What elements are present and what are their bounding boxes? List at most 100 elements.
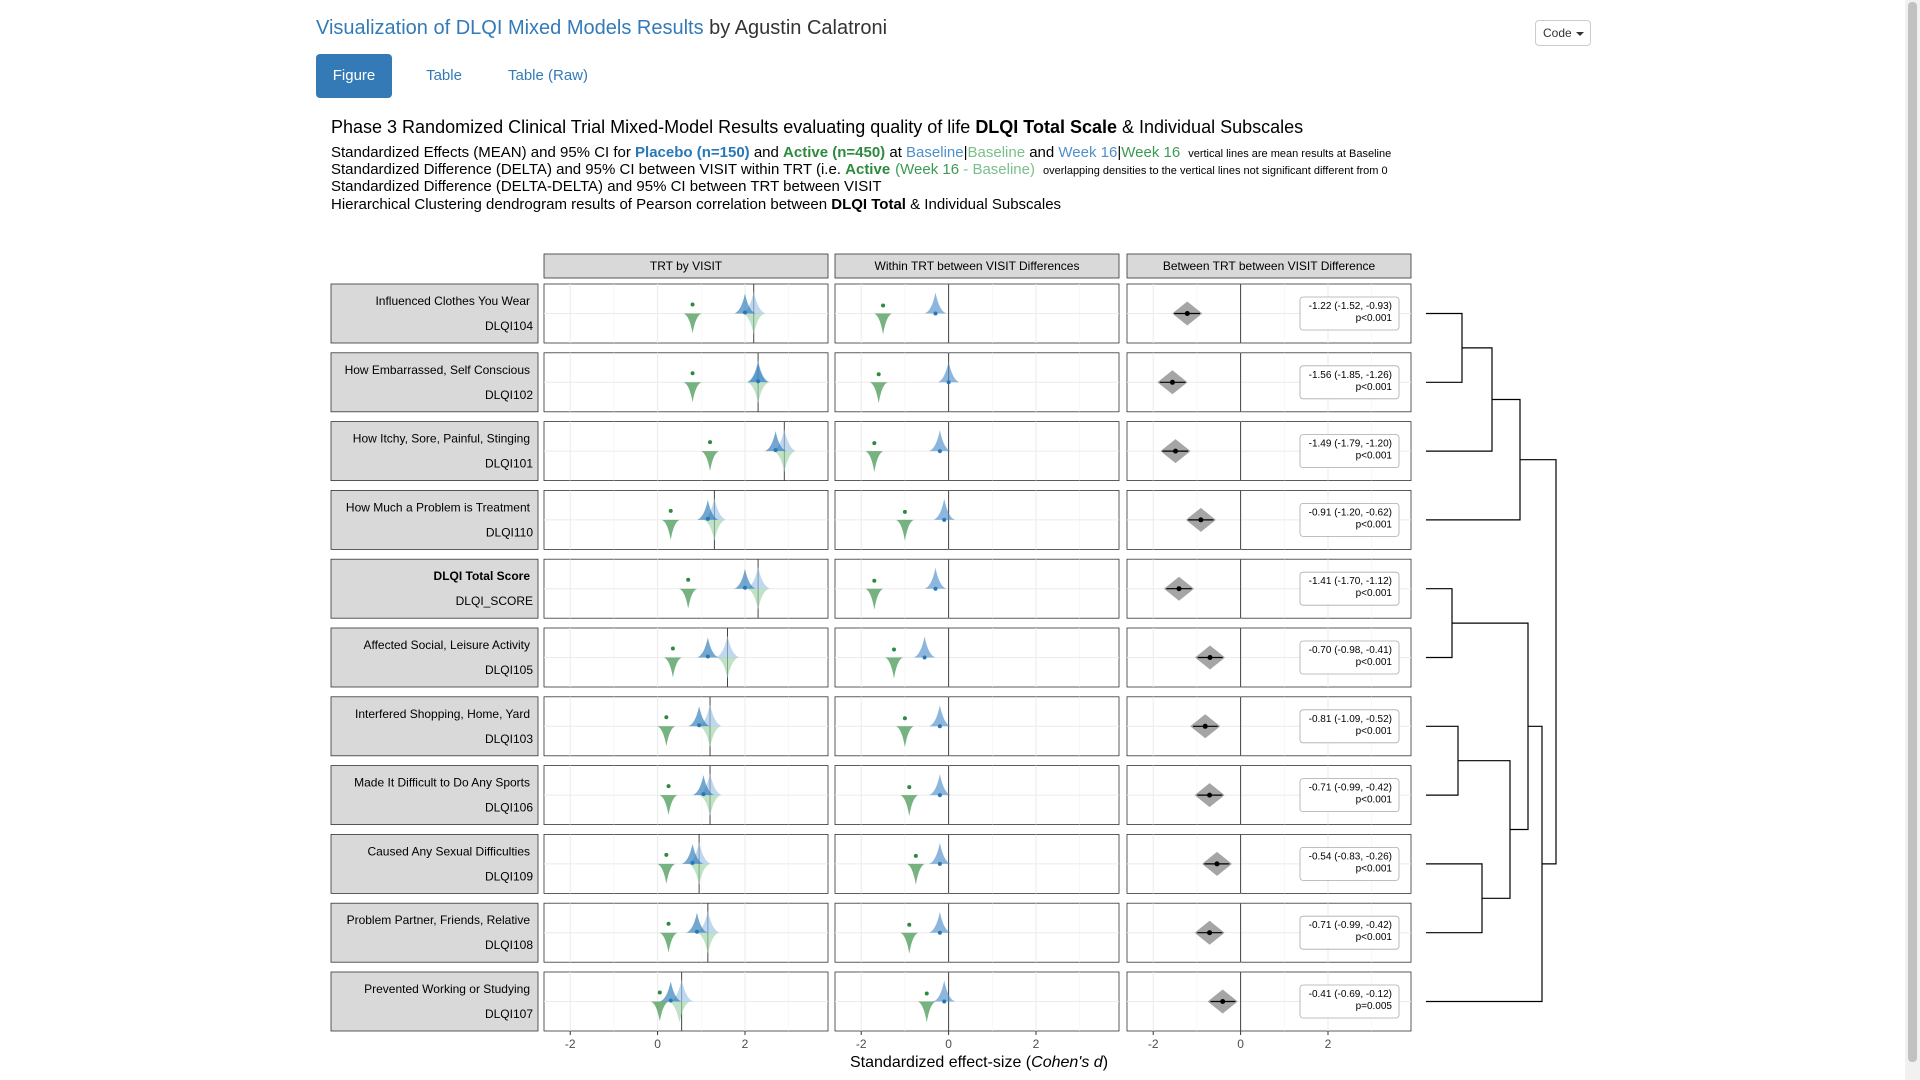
estimate-label-box <box>1299 640 1400 675</box>
subtitle-line-3: Standardized Difference (DELTA-DELTA) an… <box>331 178 882 195</box>
placebo-mean-point <box>773 448 778 453</box>
p-value-label: p<0.001 <box>1356 726 1393 737</box>
row-label: Problem Partner, Friends, Relative <box>347 913 531 927</box>
estimate-label: -0.54 (-0.83, -0.26) <box>1309 851 1392 862</box>
within-placebo-density <box>924 292 947 314</box>
tab-table[interactable]: Table <box>426 67 462 84</box>
active-week16-density <box>699 795 722 817</box>
estimate-label-box <box>1299 984 1400 1019</box>
page-title-link[interactable]: Visualization of DLQI Mixed Models Resul… <box>316 17 704 39</box>
row-label-box <box>330 421 539 482</box>
active-week16-density <box>703 519 726 541</box>
placebo-baseline-density <box>696 499 719 520</box>
active-baseline-density <box>698 773 723 796</box>
placebo-baseline-density <box>681 843 704 864</box>
panel-title-0: TRT by VISIT <box>650 259 723 273</box>
placebo-week16-density <box>683 313 702 334</box>
x-tick-label: 2 <box>1325 1037 1332 1051</box>
x-tick-label: 0 <box>654 1037 661 1051</box>
placebo-baseline-density <box>692 775 715 796</box>
within-placebo-density <box>924 567 947 589</box>
page-title-author: by Agustin Calatroni <box>703 17 888 39</box>
page-title: Visualization of DLQI Mixed Models Resul… <box>316 17 887 40</box>
estimate-point <box>1169 379 1175 385</box>
within-placebo-point <box>933 311 938 316</box>
row-label-box <box>330 971 539 1032</box>
within-active-point <box>881 303 886 308</box>
active-mean-point <box>668 508 673 513</box>
within-placebo-density <box>913 636 936 658</box>
page-scrollbar[interactable] <box>1905 0 1920 1080</box>
placebo-baseline-density <box>688 706 711 727</box>
code-dropdown-button[interactable]: Code <box>1535 20 1591 46</box>
active-baseline-density <box>698 704 723 727</box>
placebo-week16-density <box>679 588 698 609</box>
active-mean-point <box>690 371 695 376</box>
within-placebo-point <box>937 930 942 935</box>
placebo-week16-density <box>657 863 676 884</box>
active-mean-point <box>690 302 695 307</box>
placebo-baseline-density <box>733 568 756 589</box>
subtitle-line-1: Standardized Effects (MEAN) and 95% CI f… <box>331 144 1391 161</box>
within-active-point <box>872 578 877 583</box>
subtitle-line-2: Standardized Difference (DELTA) and 95% … <box>331 161 1388 178</box>
scrollbar-thumb[interactable] <box>1908 2 1917 1062</box>
tab-figure[interactable]: Figure <box>316 54 392 98</box>
estimate-point <box>1198 517 1204 523</box>
estimate-label-box <box>1299 709 1400 744</box>
p-value-label: p<0.001 <box>1356 795 1393 806</box>
row-label-box <box>330 352 539 413</box>
within-active-point <box>907 785 912 790</box>
row-code: DLQI110 <box>486 525 533 539</box>
active-mean-point <box>657 990 662 995</box>
estimate-label-box <box>1299 571 1400 606</box>
within-placebo-density <box>928 911 951 933</box>
estimate-label-box <box>1299 434 1400 469</box>
x-tick-label: 2 <box>742 1037 749 1051</box>
row-label: How Much a Problem is Treatment <box>346 500 531 514</box>
active-week16-density <box>742 313 765 335</box>
row-code: DLQI109 <box>485 869 533 883</box>
within-active-point <box>902 716 907 721</box>
row-label: How Embarrassed, Self Conscious <box>345 363 530 377</box>
estimate-label: -1.22 (-1.52, -0.93) <box>1309 301 1392 312</box>
placebo-baseline-density <box>685 912 708 933</box>
row-label-box <box>330 627 539 688</box>
row-code: DLQI108 <box>485 938 533 952</box>
estimate-label: -0.70 (-0.98, -0.41) <box>1309 645 1392 656</box>
within-active-point <box>924 991 929 996</box>
placebo-week16-density <box>657 726 676 747</box>
active-week16-density <box>716 657 739 679</box>
active-mean-point <box>664 852 669 857</box>
placebo-baseline-density <box>696 637 719 658</box>
within-active-density <box>874 313 893 335</box>
p-value-label: p<0.001 <box>1356 451 1393 462</box>
row-label: Influenced Clothes You Wear <box>375 294 530 308</box>
placebo-mean-point <box>697 723 702 728</box>
p-value-label: p<0.001 <box>1356 382 1393 393</box>
row-code: DLQI102 <box>485 388 533 402</box>
estimate-label: -0.41 (-0.69, -0.12) <box>1309 989 1392 1000</box>
p-value-label: p<0.001 <box>1356 313 1393 324</box>
row-label-box <box>330 696 539 757</box>
active-week16-density <box>747 382 770 404</box>
row-label: Made It Difficult to Do Any Sports <box>354 776 530 790</box>
active-baseline-density <box>772 429 797 452</box>
active-week16-density <box>773 451 796 473</box>
placebo-week16-density <box>661 519 680 540</box>
within-active-density <box>900 932 919 954</box>
estimate-label: -0.71 (-0.99, -0.42) <box>1309 783 1392 794</box>
dendrogram-branch <box>1426 347 1493 452</box>
estimate-label: -1.56 (-1.85, -1.26) <box>1309 370 1392 381</box>
estimate-point <box>1220 999 1226 1004</box>
placebo-mean-point <box>742 310 747 315</box>
dendrogram-branch <box>1426 588 1453 659</box>
row-label: Interfered Shopping, Home, Yard <box>355 707 530 721</box>
within-placebo-point <box>937 793 942 798</box>
within-active-density <box>900 795 919 817</box>
p-value-label: p<0.001 <box>1356 932 1393 943</box>
tab-table-raw[interactable]: Table (Raw) <box>507 67 589 84</box>
active-week16-density <box>688 863 711 885</box>
p-value-label: p<0.001 <box>1356 588 1393 599</box>
x-tick-label: -2 <box>565 1037 576 1051</box>
